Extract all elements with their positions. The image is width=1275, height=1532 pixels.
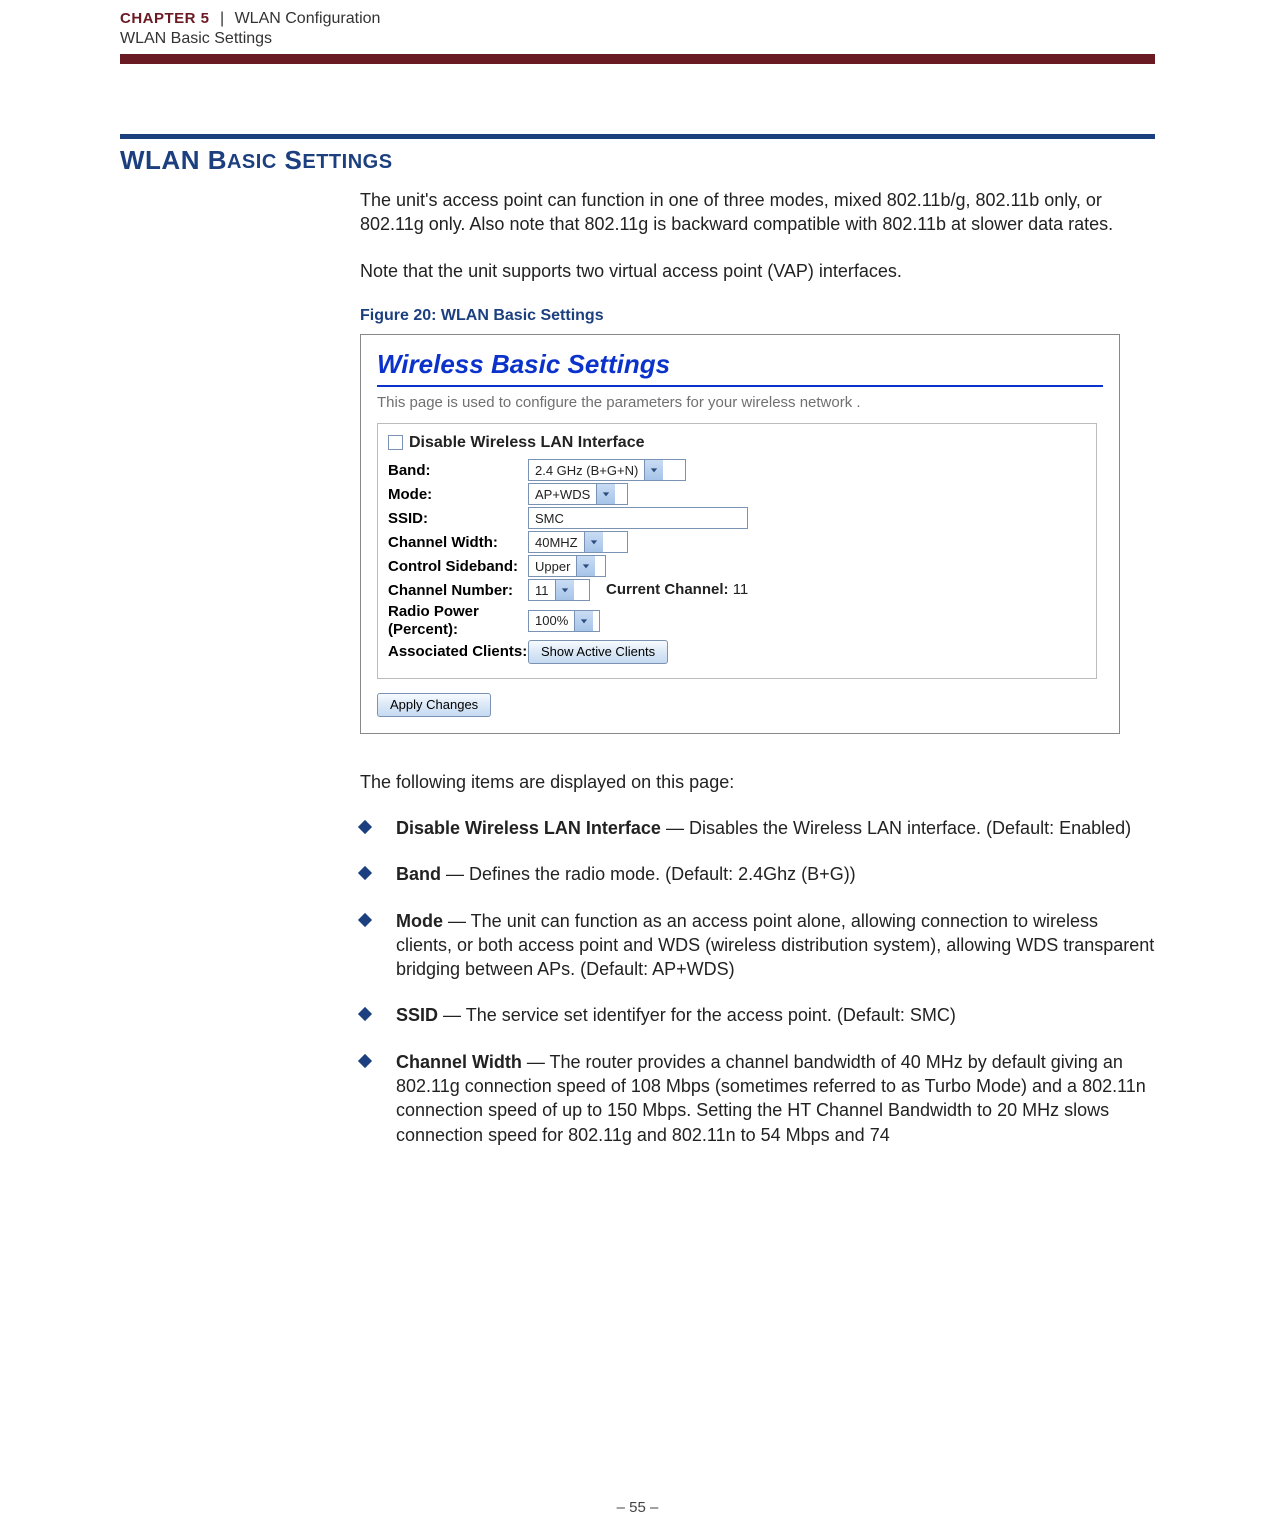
list-item: Band — Defines the radio mode. (Default:…: [360, 862, 1155, 886]
diamond-icon: [358, 1007, 372, 1021]
screenshot-title: Wireless Basic Settings: [377, 347, 1103, 386]
bullet-term: Channel Width: [396, 1052, 522, 1072]
current-channel: Current Channel: 11: [606, 580, 748, 600]
screenshot-inner: Wireless Basic Settings This page is use…: [363, 337, 1117, 730]
list-item: Channel Width — The router provides a ch…: [360, 1050, 1155, 1147]
bullet-rest: — Disables the Wireless LAN interface. (…: [661, 818, 1131, 838]
diamond-icon: [358, 866, 372, 880]
label-control-sideband: Control Sideband:: [388, 558, 528, 575]
chevron-down-icon: [555, 580, 574, 600]
label-associated-clients: Associated Clients:: [388, 643, 528, 660]
select-radio-power-value: 100%: [529, 612, 574, 630]
label-ssid: SSID:: [388, 510, 528, 527]
section-title: WLAN BASIC SETTINGS: [120, 145, 1155, 176]
select-radio-power[interactable]: 100%: [528, 610, 600, 632]
select-control-sideband[interactable]: Upper: [528, 555, 606, 577]
form-box: Disable Wireless LAN Interface Band: 2.4…: [377, 423, 1097, 679]
row-channel-number: Channel Number: 11 Current Channel: 11: [388, 579, 1086, 601]
diamond-icon: [358, 1054, 372, 1068]
row-channel-width: Channel Width: 40MHZ: [388, 531, 1086, 553]
diamond-icon: [358, 913, 372, 927]
label-channel-number: Channel Number:: [388, 582, 528, 599]
row-radio-power: Radio Power (Percent): 100%: [388, 603, 1086, 638]
chapter-title: WLAN Configuration: [235, 10, 381, 27]
list-item: Disable Wireless LAN Interface — Disable…: [360, 816, 1155, 840]
diamond-icon: [358, 820, 372, 834]
body-para-1: The unit's access point can function in …: [360, 188, 1155, 237]
chevron-down-icon: [574, 611, 593, 631]
select-control-sideband-value: Upper: [529, 558, 576, 576]
row-ssid: SSID: SMC: [388, 507, 1086, 529]
screenshot-frame: Wireless Basic Settings This page is use…: [360, 334, 1120, 733]
bullet-term: SSID: [396, 1005, 438, 1025]
bullet-term: Disable Wireless LAN Interface: [396, 818, 661, 838]
page-number: – 55 –: [0, 1499, 1275, 1516]
bullet-list: Disable Wireless LAN Interface — Disable…: [360, 816, 1155, 1147]
body-para-2: Note that the unit supports two virtual …: [360, 259, 1155, 283]
bullet-term: Band: [396, 864, 441, 884]
disable-row: Disable Wireless LAN Interface: [388, 432, 1086, 454]
chevron-down-icon: [644, 460, 663, 480]
list-item: Mode — The unit can function as an acces…: [360, 909, 1155, 982]
list-item: SSID — The service set identifyer for th…: [360, 1003, 1155, 1027]
show-active-clients-button[interactable]: Show Active Clients: [528, 640, 668, 664]
content-column: The unit's access point can function in …: [360, 188, 1155, 1147]
bullet-rest: — Defines the radio mode. (Default: 2.4G…: [441, 864, 856, 884]
select-channel-width-value: 40MHZ: [529, 534, 584, 552]
input-ssid[interactable]: SMC: [528, 507, 748, 529]
label-band: Band:: [388, 462, 528, 479]
row-control-sideband: Control Sideband: Upper: [388, 555, 1086, 577]
screenshot-subtitle: This page is used to configure the param…: [377, 393, 1103, 413]
select-mode-value: AP+WDS: [529, 486, 596, 504]
bullet-term: Mode: [396, 911, 443, 931]
chapter-label: CHAPTER 5: [120, 10, 210, 27]
label-mode: Mode:: [388, 486, 528, 503]
row-associated-clients: Associated Clients: Show Active Clients: [388, 640, 1086, 664]
chevron-down-icon: [576, 556, 595, 576]
apply-changes-button[interactable]: Apply Changes: [377, 693, 491, 717]
disable-checkbox[interactable]: [388, 435, 403, 450]
chevron-down-icon: [584, 532, 603, 552]
current-channel-value: 11: [733, 581, 749, 598]
select-channel-number[interactable]: 11: [528, 579, 590, 601]
row-band: Band: 2.4 GHz (B+G+N): [388, 459, 1086, 481]
select-band[interactable]: 2.4 GHz (B+G+N): [528, 459, 686, 481]
running-header: CHAPTER 5 | WLAN Configuration WLAN Basi…: [120, 10, 1155, 64]
apply-wrap: Apply Changes: [377, 691, 1103, 717]
select-band-value: 2.4 GHz (B+G+N): [529, 462, 644, 480]
row-mode: Mode: AP+WDS: [388, 483, 1086, 505]
bullet-rest: — The service set identifyer for the acc…: [438, 1005, 956, 1025]
header-rule: [120, 54, 1155, 64]
current-channel-label: Current Channel:: [606, 581, 729, 598]
following-items-text: The following items are displayed on thi…: [360, 770, 1155, 794]
page: CHAPTER 5 | WLAN Configuration WLAN Basi…: [0, 0, 1275, 1532]
section-rule: [120, 134, 1155, 139]
select-channel-number-value: 11: [529, 582, 555, 600]
bullet-rest: — The unit can function as an access poi…: [396, 911, 1154, 980]
select-channel-width[interactable]: 40MHZ: [528, 531, 628, 553]
label-radio-power: Radio Power (Percent):: [388, 603, 528, 638]
header-subheading: WLAN Basic Settings: [120, 30, 1155, 48]
input-ssid-value: SMC: [535, 510, 564, 528]
label-channel-width: Channel Width:: [388, 534, 528, 551]
figure-caption: Figure 20: WLAN Basic Settings: [360, 305, 1155, 327]
chevron-down-icon: [596, 484, 615, 504]
header-line1: CHAPTER 5 | WLAN Configuration: [120, 10, 1155, 28]
select-mode[interactable]: AP+WDS: [528, 483, 628, 505]
disable-label: Disable Wireless LAN Interface: [409, 432, 645, 454]
header-pipe: |: [214, 10, 230, 27]
